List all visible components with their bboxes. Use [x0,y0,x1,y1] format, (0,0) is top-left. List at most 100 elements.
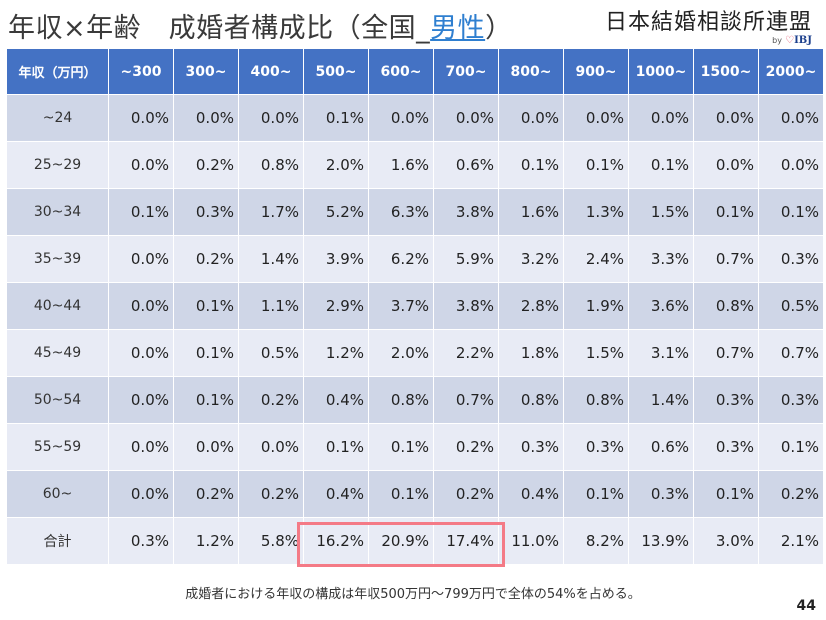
table-cell: 6.2% [368,235,434,283]
table-cell: 0.0% [433,94,499,142]
table-cell: 0.0% [693,141,759,189]
table-row: 25~29 0.0% 0.2% 0.8% 2.0% 1.6% 0.6% 0.1% 0.1% 0.1… [6,141,824,189]
table-cell: 0.1% [303,94,369,142]
table-cell: 0.7% [433,376,499,424]
table-cell: 2.0% [368,329,434,377]
table-cell: 1.6% [368,141,434,189]
table-cell: 0.0% [108,470,174,518]
table-cell: 0.2% [433,470,499,518]
table-cell: 2.0% [303,141,369,189]
column-header: 500~ [303,48,369,95]
table-cell: 0.0% [108,423,174,471]
table-cell: 3.6% [628,282,694,330]
table-cell: 0.5% [238,329,304,377]
table-row: ~24 0.0% 0.0% 0.0% 0.1% 0.0% 0.0% 0.0% 0.0% 0.0% 0… [6,94,824,142]
table-cell: 0.1% [563,141,629,189]
column-header: 1500~ [693,48,759,95]
brand-logo: 日本結婚相談所連盟 by ♡IBJ [605,4,812,46]
table-cell: 0.1% [173,329,239,377]
table-cell: 0.3% [563,423,629,471]
table-cell: 5.8% [238,517,304,565]
table-cell: 0.1% [303,423,369,471]
table-cell: 2.4% [563,235,629,283]
table-cell: 0.1% [173,376,239,424]
row-label: 60~ [6,470,109,518]
table-cell: 0.1% [368,423,434,471]
table-cell: 1.2% [303,329,369,377]
table-cell: 0.2% [238,376,304,424]
logo-by: by [772,36,782,45]
column-header: ~300 [108,48,174,95]
table-cell: 6.3% [368,188,434,236]
table-cell: 0.3% [108,517,174,565]
table-cell: 5.9% [433,235,499,283]
column-header: 700~ [433,48,499,95]
highlight-box [297,522,505,567]
table-cell: 1.9% [563,282,629,330]
table-cell: 17.4% [433,517,499,565]
table-cell: 1.2% [173,517,239,565]
row-label: 50~54 [6,376,109,424]
row-label: 30~34 [6,188,109,236]
table-cell: 0.0% [758,94,824,142]
table-cell: 0.0% [238,94,304,142]
table-cell: 0.0% [108,235,174,283]
table-cell: 3.7% [368,282,434,330]
table-cell: 13.9% [628,517,694,565]
table-cell: 16.2% [303,517,369,565]
table-row: 35~39 0.0% 0.2% 1.4% 3.9% 6.2% 5.9% 3.2% 2.4% 3.3… [6,235,824,283]
income-age-table: 年収（万円） ~300 300~ 400~ 500~ 600~ 700~ 800… [6,48,824,565]
table-cell: 0.1% [693,188,759,236]
column-header: 400~ [238,48,304,95]
table-cell: 0.7% [758,329,824,377]
column-header: 600~ [368,48,434,95]
table-cell: 3.3% [628,235,694,283]
table-cell: 3.8% [433,282,499,330]
title-suffix: ） [485,13,513,44]
table-cell: 0.3% [498,423,564,471]
table-cell: 0.7% [693,235,759,283]
row-label: 合計 [6,517,109,565]
column-header: 1000~ [628,48,694,95]
table-row: 50~54 0.0% 0.1% 0.2% 0.4% 0.8% 0.7% 0.8% 0.8% 1.4… [6,376,824,424]
table-cell: 3.8% [433,188,499,236]
table-cell: 0.1% [758,423,824,471]
column-header: 900~ [563,48,629,95]
logo-name: 日本結婚相談所連盟 [604,10,812,35]
page-number: 44 [796,598,816,614]
table-cell: 0.0% [108,376,174,424]
table-cell: 0.8% [693,282,759,330]
table-cell: 2.9% [303,282,369,330]
table-row: 40~44 0.0% 0.1% 1.1% 2.9% 3.7% 3.8% 2.8% 1.9% 3.6… [6,282,824,330]
table-row: 60~ 0.0% 0.2% 0.2% 0.4% 0.1% 0.2% 0.4% 0.1% 0.3% 0… [6,470,824,518]
table-cell: 0.8% [498,376,564,424]
table-cell: 1.3% [563,188,629,236]
table-cell: 1.5% [563,329,629,377]
table-cell: 0.1% [563,470,629,518]
row-label: 45~49 [6,329,109,377]
table-cell: 0.3% [693,423,759,471]
row-label: 35~39 [6,235,109,283]
table-cell: 0.0% [108,282,174,330]
table-cell: 0.3% [758,376,824,424]
corner-header: 年収（万円） [6,48,109,95]
column-header: 2000~ [758,48,824,95]
table-cell: 0.0% [173,423,239,471]
table-cell: 1.5% [628,188,694,236]
heart-icon: ♡ [785,35,795,46]
table-cell: 0.3% [628,470,694,518]
table-cell: 0.2% [173,470,239,518]
table-cell: 0.0% [173,94,239,142]
column-header: 800~ [498,48,564,95]
table-header-row: 年収（万円） ~300 300~ 400~ 500~ 600~ 700~ 800… [6,48,824,95]
table-cell: 0.1% [368,470,434,518]
table-cell: 0.1% [758,188,824,236]
table-row: 30~34 0.1% 0.3% 1.7% 5.2% 6.3% 3.8% 1.6% 1.3% 1.5… [6,188,824,236]
table-cell: 0.4% [303,376,369,424]
table-cell: 1.8% [498,329,564,377]
table-cell: 0.2% [173,235,239,283]
table-cell: 1.6% [498,188,564,236]
row-label: ~24 [6,94,109,142]
logo-abbr: IBJ [794,35,812,46]
table-cell: 0.0% [563,94,629,142]
